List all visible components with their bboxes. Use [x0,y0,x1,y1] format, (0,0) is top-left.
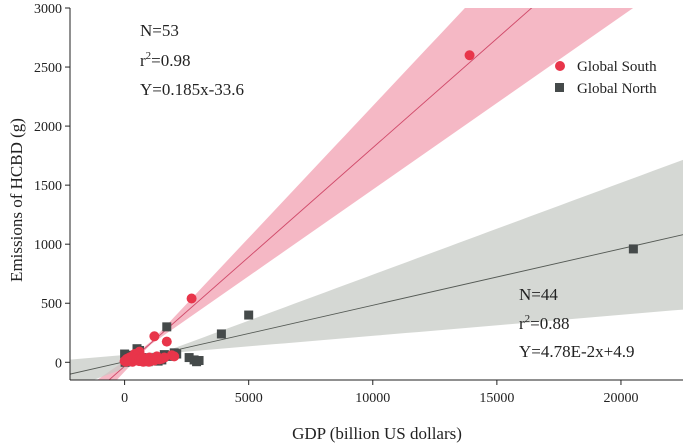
annotation-n: N=44 [519,285,558,304]
data-point [169,351,180,362]
annotation-equation: Y=4.78E-2x+4.9 [519,342,635,361]
fit-line [108,8,533,380]
y-axis-title: Emissions of HCBD (g) [7,118,26,282]
annotation-global-north: N=44 r2=0.88 Y=4.78E-2x+4.9 [519,285,635,361]
x-tick-label: 0 [121,391,128,406]
x-tick-label: 5000 [235,391,263,406]
annotation-r2: r2=0.88 [519,313,570,333]
y-tick-label: 3000 [34,2,62,17]
y-tick-label: 1500 [34,179,62,194]
y-tick-label: 2000 [34,120,62,135]
data-point [628,244,638,254]
data-point [464,50,475,61]
axes [65,7,683,385]
y-tick-label: 500 [41,297,62,312]
data-point [244,310,254,320]
legend-marker-global-south [555,61,565,71]
x-axis-title: GDP (billion US dollars) [292,424,462,443]
annotation-equation: Y=0.185x-33.6 [140,80,244,99]
y-tick-label: 0 [55,356,62,371]
annotation-global-south: N=53 r2=0.98 Y=0.185x-33.6 [140,21,244,99]
confidence-band [97,8,634,380]
data-point [184,353,194,363]
data-point [162,322,172,332]
legend-marker-global-north [555,83,564,92]
y-tick-label: 2500 [34,61,62,76]
data-point [216,329,226,339]
data-point [149,331,160,342]
legend-label-global-north: Global North [577,81,657,97]
data-point [194,356,204,366]
y-tick-label: 1000 [34,238,62,253]
data-point [186,293,197,304]
x-tick-label: 15000 [479,391,514,406]
data-point [161,336,172,347]
data-points [119,50,638,367]
x-tick-label: 10000 [355,391,390,406]
tick-labels: 0 5000 10000 15000 20000 0 500 1000 1500 2000 2500… [34,2,638,406]
x-tick-label: 20000 [603,391,638,406]
data-point [159,352,170,363]
legend: Global South Global North [555,59,657,97]
legend-label-global-south: Global South [577,59,657,75]
annotation-n: N=53 [140,21,179,40]
annotation-r2: r2=0.98 [140,50,191,70]
